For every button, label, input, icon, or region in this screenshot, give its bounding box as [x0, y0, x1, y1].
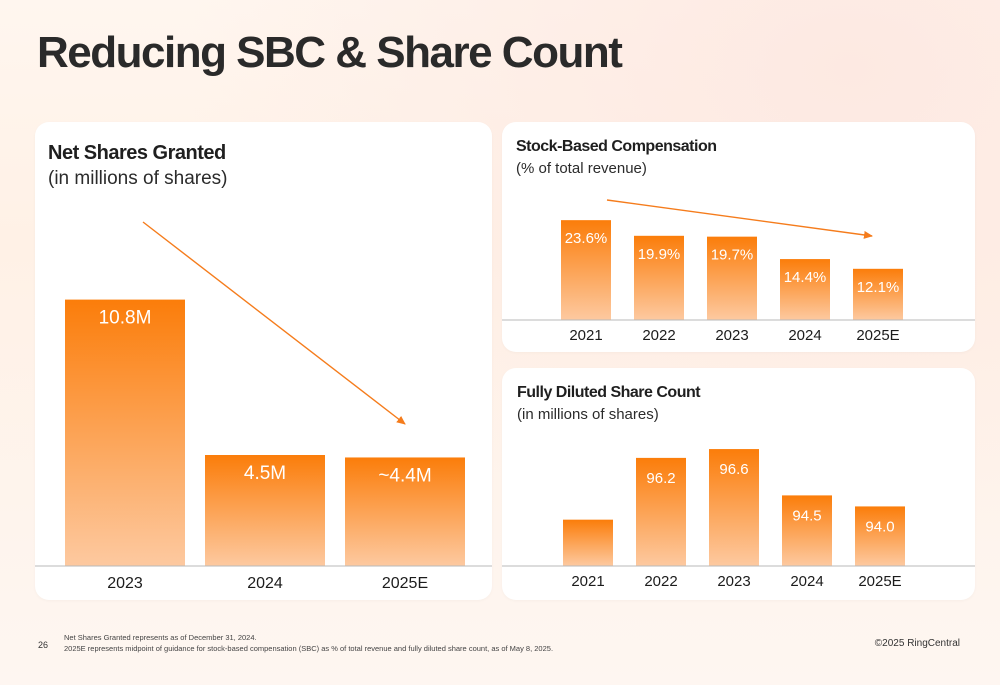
data-label: 12.1%	[857, 279, 900, 296]
bar-2023	[709, 449, 759, 566]
data-label: 93.4	[573, 505, 602, 522]
tick-label: 2025E	[382, 575, 428, 592]
tick-label: 2024	[790, 573, 823, 590]
tick-label: 2023	[715, 327, 748, 344]
footnote: 2025E represents midpoint of guidance fo…	[64, 644, 554, 653]
chart-subtitle: (in millions of shares)	[517, 406, 659, 423]
chart-subtitle: (in millions of shares)	[48, 168, 228, 189]
tick-label: 2021	[571, 573, 604, 590]
fully-diluted-share-count-chart: 93.4 2021 96.2 2022 96.6 2023 94.5 2024 94.0 2025…	[502, 449, 975, 590]
net-shares-granted-card: Net Shares Granted (in millions of share…	[35, 122, 492, 600]
bar-2022	[636, 457, 686, 566]
bar-2022	[634, 235, 684, 320]
page-title: Reducing SBC & Share Count	[37, 28, 623, 77]
stock-based-compensation-card: Stock-Based Compensation (% of total rev…	[502, 122, 975, 352]
data-label: 19.7%	[711, 247, 754, 264]
page-number: 26	[38, 640, 49, 650]
bar-2025e	[345, 457, 465, 566]
chart-subtitle: (% of total revenue)	[516, 160, 647, 177]
stock-based-compensation-chart: 23.6% 2021 19.9% 2022 19.7% 2023 14.4% 2024 12.1…	[502, 199, 975, 344]
bar-2023	[65, 299, 185, 566]
trend-arrow	[606, 199, 873, 239]
data-label: 19.9%	[638, 246, 681, 263]
data-label: 96.6	[719, 461, 748, 478]
copyright: ©2025 RingCentral	[874, 638, 960, 649]
bar-2021	[561, 220, 611, 320]
bar-2021	[563, 519, 613, 566]
bar-2025e	[855, 506, 905, 566]
data-label: 94.5	[792, 507, 821, 524]
tick-label: 2024	[788, 327, 821, 344]
bar-2024	[782, 495, 832, 566]
bar-2024	[205, 455, 325, 566]
bar-2024	[780, 259, 830, 320]
data-label: 96.2	[646, 470, 675, 487]
trend-arrow	[142, 221, 406, 425]
net-shares-granted-chart: 10.8M 2023 4.5M 2024 ~4.4M 2025E	[35, 221, 492, 592]
tick-label: 2025E	[856, 327, 899, 344]
chart-title: Fully Diluted Share Count	[517, 384, 701, 401]
tick-label: 2022	[642, 327, 675, 344]
bar-2023	[707, 236, 757, 320]
tick-label: 2024	[247, 575, 283, 592]
footnote: Net Shares Granted represents as of Dece…	[64, 633, 257, 642]
tick-label: 2025E	[858, 573, 901, 590]
chart-title: Net Shares Granted	[48, 142, 226, 164]
tick-label: 2023	[107, 575, 143, 592]
data-label: 23.6%	[565, 230, 608, 247]
fully-diluted-share-count-card: Fully Diluted Share Count (in millions o…	[502, 368, 975, 600]
tick-label: 2023	[717, 573, 750, 590]
tick-label: 2021	[569, 327, 602, 344]
data-label: 4.5M	[244, 463, 286, 484]
bar-2025e	[853, 268, 903, 320]
data-label: ~4.4M	[378, 465, 431, 486]
tick-label: 2022	[644, 573, 677, 590]
chart-title: Stock-Based Compensation	[516, 138, 717, 155]
data-label: 10.8M	[99, 308, 152, 329]
data-label: 14.4%	[784, 269, 827, 286]
data-label: 94.0	[865, 518, 894, 535]
